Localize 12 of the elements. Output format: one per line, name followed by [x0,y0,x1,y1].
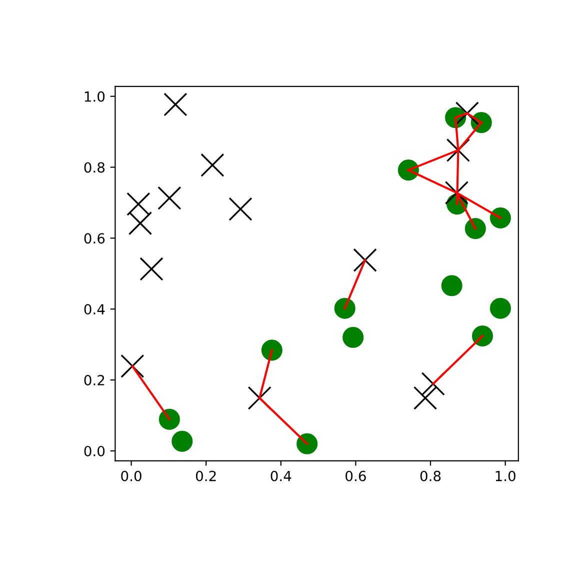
x-tick-label: 0.4 [270,470,292,482]
x-tick-label: 1.0 [496,470,516,482]
y-tick-label: 0.4 [84,304,105,315]
x-tick-label: 0.8 [420,470,441,482]
y-tick-label: 0.6 [84,233,105,244]
y-tick-label: 1.0 [84,91,105,102]
x-tick-label: 0.0 [121,470,142,482]
y-tick-label: 0.0 [84,446,105,456]
x-tick-label: 0.2 [196,470,216,482]
y-tick-label: 0.2 [84,374,104,386]
y-tick-label: 0.8 [84,162,105,173]
x-tick-label: 0.6 [346,470,366,482]
